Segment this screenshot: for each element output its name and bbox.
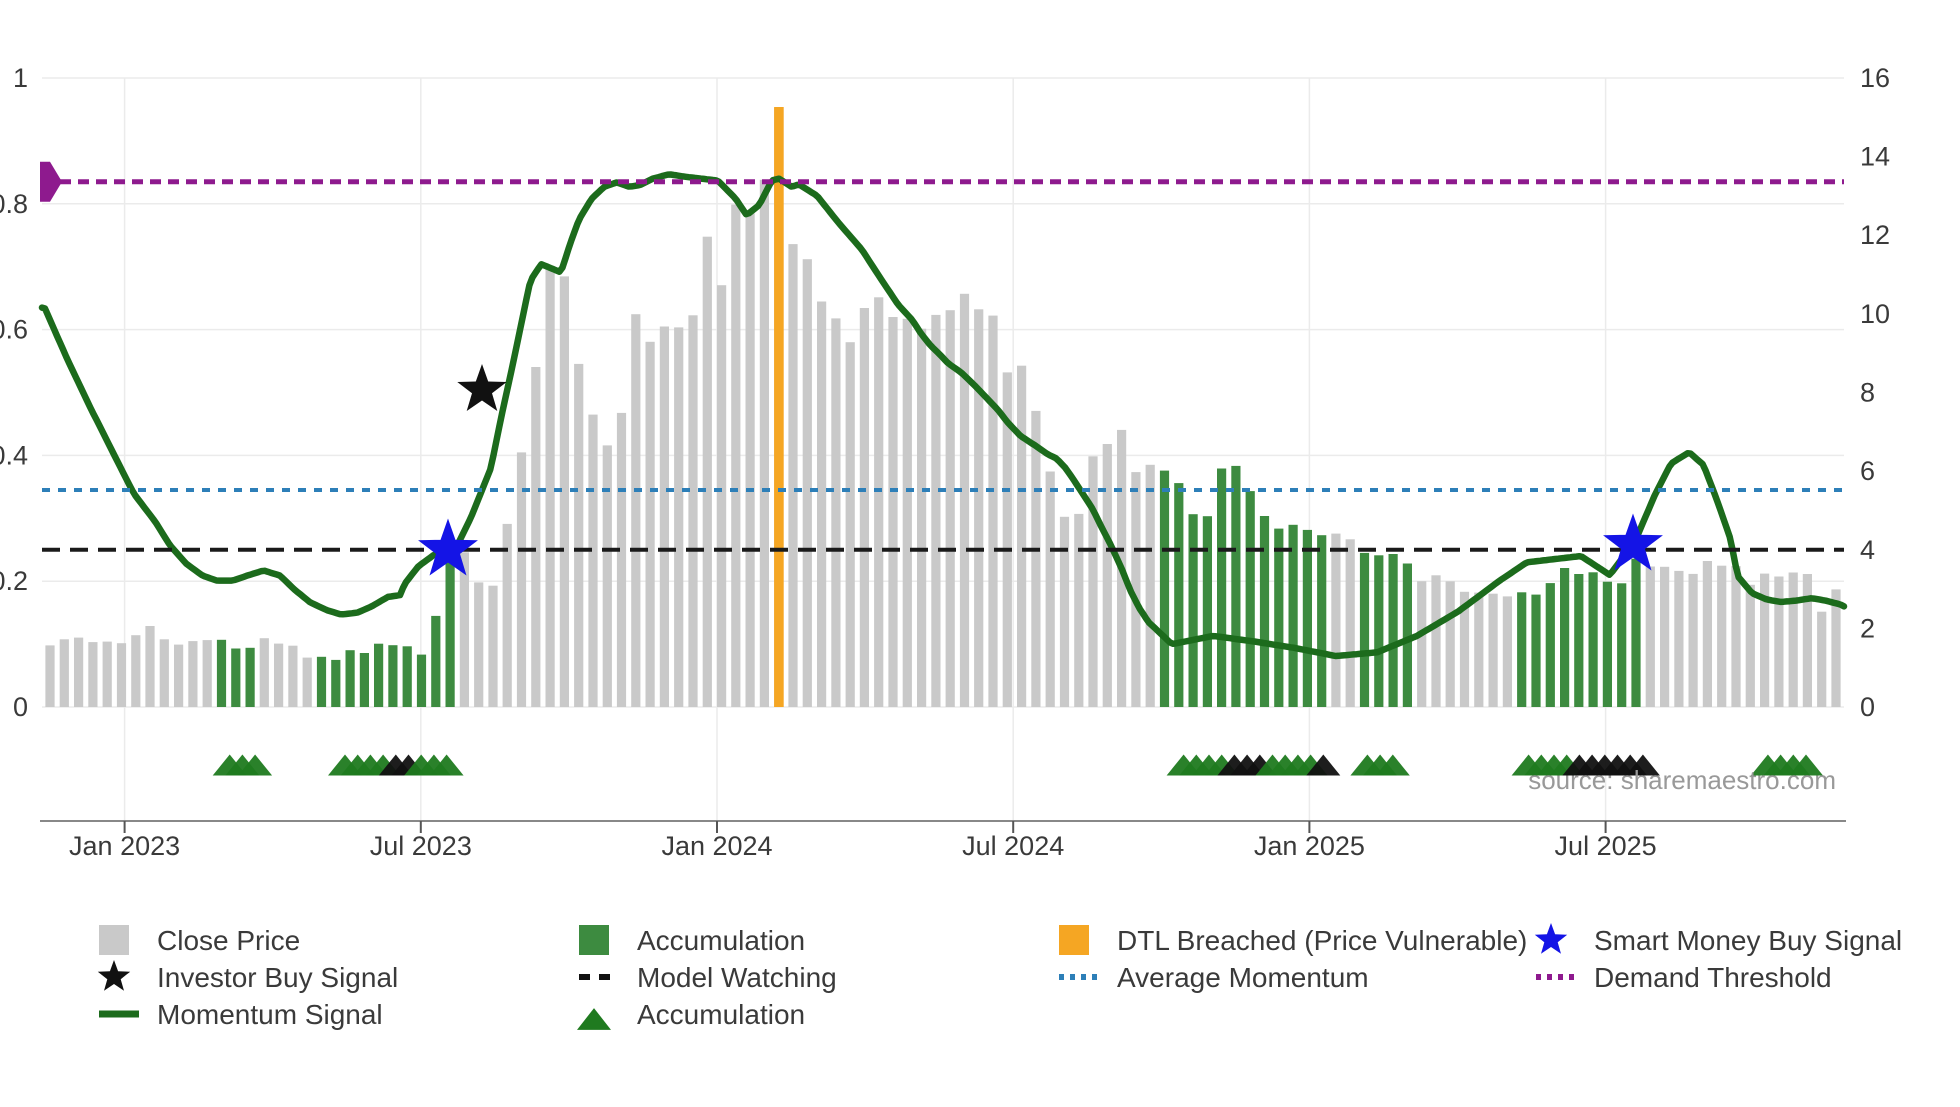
svg-text:Jul 2024: Jul 2024 <box>962 831 1064 861</box>
svg-text:Jan 2025: Jan 2025 <box>1254 831 1365 861</box>
svg-text:8: 8 <box>1860 378 1875 408</box>
svg-text:0.2: 0.2 <box>0 566 28 596</box>
svg-text:0: 0 <box>1860 692 1875 722</box>
svg-text:Close Price: Close Price <box>157 925 300 956</box>
svg-text:0.6: 0.6 <box>0 315 28 345</box>
svg-text:12: 12 <box>1860 220 1890 250</box>
svg-text:Smart Money Buy Signal: Smart Money Buy Signal <box>1594 925 1902 956</box>
svg-text:Momentum Signal: Momentum Signal <box>157 999 383 1030</box>
svg-text:0.8: 0.8 <box>0 189 28 219</box>
svg-text:Jul 2025: Jul 2025 <box>1555 831 1657 861</box>
svg-text:6: 6 <box>1860 456 1875 486</box>
svg-text:source: sharemaestro.com: source: sharemaestro.com <box>1528 765 1836 795</box>
svg-text:0: 0 <box>13 692 28 722</box>
svg-text:Accumulation: Accumulation <box>637 925 805 956</box>
svg-text:10: 10 <box>1860 299 1890 329</box>
svg-text:Demand Threshold: Demand Threshold <box>1594 962 1832 993</box>
svg-text:0.4: 0.4 <box>0 440 28 470</box>
svg-text:2: 2 <box>1860 613 1875 643</box>
svg-text:Average Momentum: Average Momentum <box>1117 962 1369 993</box>
svg-text:Jan 2024: Jan 2024 <box>661 831 772 861</box>
svg-text:Jan 2023: Jan 2023 <box>69 831 180 861</box>
svg-text:Investor Buy Signal: Investor Buy Signal <box>157 962 398 993</box>
svg-text:Accumulation: Accumulation <box>637 999 805 1030</box>
svg-text:Jul 2023: Jul 2023 <box>370 831 472 861</box>
svg-text:14: 14 <box>1860 142 1890 172</box>
svg-text:1: 1 <box>13 63 28 93</box>
svg-text:4: 4 <box>1860 535 1875 565</box>
svg-text:16: 16 <box>1860 63 1890 93</box>
svg-text:DTL Breached (Price Vulnerable: DTL Breached (Price Vulnerable) <box>1117 925 1527 956</box>
svg-text:Model Watching: Model Watching <box>637 962 837 993</box>
